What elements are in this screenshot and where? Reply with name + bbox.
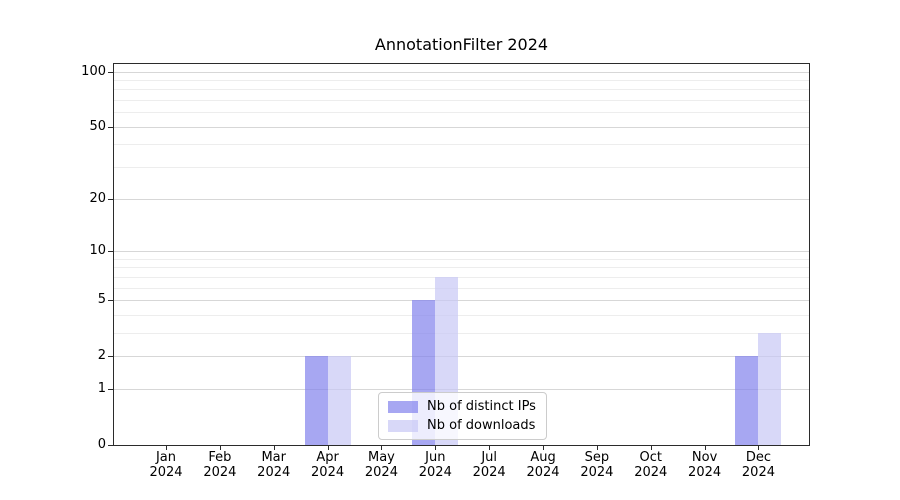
x-tick-year: 2024 (580, 465, 614, 480)
x-tick-month: Jan (155, 450, 177, 465)
gridline-minor-70 (114, 100, 809, 102)
gridline-minor-40 (114, 144, 809, 146)
gridline-minor-7 (114, 276, 809, 278)
y-tick-mark-50 (108, 126, 113, 128)
y-tick-mark-100 (108, 71, 113, 73)
x-tick-label-jun: Jun 2024 (403, 450, 467, 480)
bar-downloads-apr (327, 356, 351, 445)
plot-area (113, 63, 810, 446)
x-tick-year: 2024 (472, 465, 506, 480)
gridline-major-50 (114, 126, 809, 128)
gridline-minor-90 (114, 79, 809, 81)
x-tick-label-may: May 2024 (349, 450, 413, 480)
y-tick-mark-0 (108, 445, 113, 446)
gridline-minor-8 (114, 267, 809, 269)
x-tick-year: 2024 (526, 465, 560, 480)
x-tick-mark-apr (327, 446, 329, 450)
x-tick-label-sep: Sep 2024 (565, 450, 629, 480)
x-tick-mark-may (381, 446, 383, 450)
x-tick-mark-sep (596, 446, 598, 450)
x-tick-year: 2024 (311, 465, 345, 480)
gridline-major-10 (114, 250, 809, 252)
x-tick-label-feb: Feb 2024 (188, 450, 252, 480)
x-tick-month: May (367, 450, 395, 465)
legend: Nb of distinct IPs Nb of downloads (378, 392, 547, 440)
gridline-minor-60 (114, 112, 809, 114)
y-tick-mark-5 (108, 299, 113, 301)
y-tick-mark-20 (108, 198, 113, 200)
x-tick-year: 2024 (364, 465, 398, 480)
y-tick-label-100: 100 (81, 63, 106, 79)
x-tick-label-mar: Mar 2024 (242, 450, 306, 480)
x-tick-mark-jun (435, 446, 437, 450)
gridline-minor-4 (114, 314, 809, 316)
x-tick-label-dec: Dec 2024 (726, 450, 790, 480)
x-tick-month: Jul (481, 450, 497, 465)
x-tick-month: Mar (261, 450, 286, 465)
y-tick-mark-1 (108, 388, 113, 390)
y-tick-label-5: 5 (97, 291, 106, 307)
bar-distinct-ips-apr (304, 356, 328, 445)
x-tick-year: 2024 (688, 465, 722, 480)
x-tick-label-aug: Aug 2024 (511, 450, 575, 480)
gridline-minor-6 (114, 287, 809, 289)
legend-entry-downloads: Nb of downloads (388, 418, 536, 433)
x-tick-year: 2024 (418, 465, 452, 480)
legend-swatch-distinct-ips (388, 400, 418, 413)
gridline-major-1 (114, 388, 809, 390)
x-tick-label-apr: Apr 2024 (296, 450, 360, 480)
x-tick-month: Aug (530, 450, 556, 465)
y-tick-label-1: 1 (97, 380, 106, 396)
x-tick-year: 2024 (149, 465, 183, 480)
gridline-minor-3 (114, 332, 809, 334)
x-tick-year: 2024 (257, 465, 291, 480)
x-tick-month: Apr (316, 450, 339, 465)
gridline-minor-30 (114, 167, 809, 169)
y-tick-label-10: 10 (89, 242, 106, 258)
gridline-major-20 (114, 198, 809, 200)
bar-distinct-ips-dec (735, 356, 759, 445)
y-tick-label-20: 20 (89, 190, 106, 206)
x-tick-mark-aug (543, 446, 545, 450)
y-tick-label-0: 0 (97, 437, 106, 452)
x-tick-mark-nov (704, 446, 706, 450)
x-tick-month: Dec (745, 450, 772, 465)
bar-downloads-dec (758, 332, 782, 445)
legend-label-distinct-ips: Nb of distinct IPs (427, 399, 536, 414)
legend-swatch-downloads (388, 419, 418, 432)
x-tick-mark-feb (219, 446, 221, 450)
x-tick-month: Feb (208, 450, 232, 465)
x-tick-year: 2024 (203, 465, 237, 480)
gridline-major-100 (114, 71, 809, 73)
x-tick-mark-jul (489, 446, 491, 450)
y-tick-label-50: 50 (89, 118, 106, 134)
gridline-minor-9 (114, 258, 809, 260)
x-tick-label-nov: Nov 2024 (673, 450, 737, 480)
x-tick-label-oct: Oct 2024 (619, 450, 683, 480)
x-tick-label-jan: Jan 2024 (134, 450, 198, 480)
x-tick-mark-dec (758, 446, 760, 450)
x-tick-mark-jan (166, 446, 167, 450)
x-tick-month: Jun (425, 450, 446, 465)
x-tick-month: Oct (639, 450, 662, 465)
x-tick-month: Sep (584, 450, 610, 465)
chart-title: AnnotationFilter 2024 (374, 35, 549, 54)
x-tick-label-jul: Jul 2024 (457, 450, 521, 480)
legend-label-downloads: Nb of downloads (427, 418, 536, 433)
y-tick-mark-2 (108, 356, 113, 358)
x-tick-month: Nov (691, 450, 718, 465)
y-tick-mark-10 (108, 250, 113, 252)
gridline-minor-80 (114, 89, 809, 91)
legend-entry-distinct-ips: Nb of distinct IPs (388, 399, 536, 414)
gridline-major-2 (114, 356, 809, 358)
x-tick-mark-mar (273, 446, 275, 450)
y-tick-label-2: 2 (97, 348, 106, 364)
gridline-major-5 (114, 299, 809, 301)
x-tick-year: 2024 (634, 465, 668, 480)
x-tick-year: 2024 (741, 465, 775, 480)
x-tick-mark-oct (650, 446, 652, 450)
